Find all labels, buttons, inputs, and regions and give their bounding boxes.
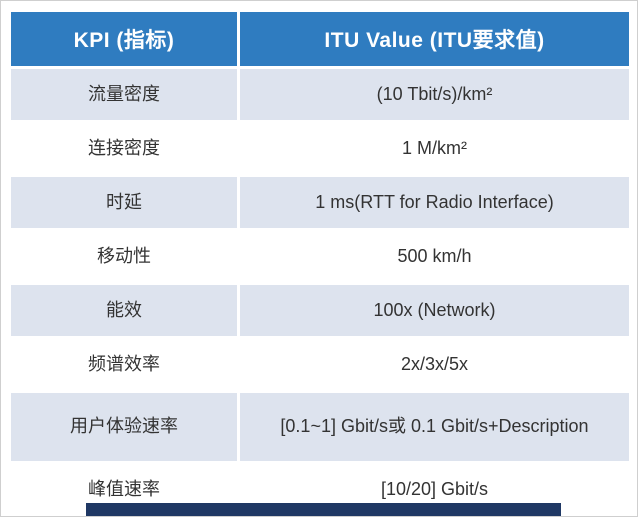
kpi-cell: 频谱效率 bbox=[11, 339, 237, 390]
kpi-itu-table: KPI (指标) ITU Value (ITU要求值) 流量密度 (10 Tbi… bbox=[11, 9, 629, 516]
kpi-cell: 时延 bbox=[11, 177, 237, 228]
value-cell: 100x (Network) bbox=[237, 285, 629, 336]
table-row: 流量密度 (10 Tbit/s)/km² bbox=[11, 69, 629, 120]
kpi-cell: 用户体验速率 bbox=[11, 393, 237, 461]
value-cell: [0.1~1] Gbit/s或 0.1 Gbit/s+Description bbox=[237, 393, 629, 461]
table-row: 移动性 500 km/h bbox=[11, 231, 629, 282]
header-cell-itu-value: ITU Value (ITU要求值) bbox=[237, 12, 629, 66]
value-cell: 2x/3x/5x bbox=[237, 339, 629, 390]
kpi-cell: 连接密度 bbox=[11, 123, 237, 174]
value-cell: 1 M/km² bbox=[237, 123, 629, 174]
value-cell: 500 km/h bbox=[237, 231, 629, 282]
table-header-row: KPI (指标) ITU Value (ITU要求值) bbox=[11, 12, 629, 66]
footer-accent-bar bbox=[86, 503, 561, 516]
table-row: 频谱效率 2x/3x/5x bbox=[11, 339, 629, 390]
table-row: 能效 100x (Network) bbox=[11, 285, 629, 336]
value-cell: 1 ms(RTT for Radio Interface) bbox=[237, 177, 629, 228]
kpi-cell: 流量密度 bbox=[11, 69, 237, 120]
table-row: 时延 1 ms(RTT for Radio Interface) bbox=[11, 177, 629, 228]
kpi-cell: 移动性 bbox=[11, 231, 237, 282]
kpi-cell: 能效 bbox=[11, 285, 237, 336]
table-row: 用户体验速率 [0.1~1] Gbit/s或 0.1 Gbit/s+Descri… bbox=[11, 393, 629, 461]
table-row: 连接密度 1 M/km² bbox=[11, 123, 629, 174]
value-cell: (10 Tbit/s)/km² bbox=[237, 69, 629, 120]
header-cell-kpi: KPI (指标) bbox=[11, 12, 237, 66]
